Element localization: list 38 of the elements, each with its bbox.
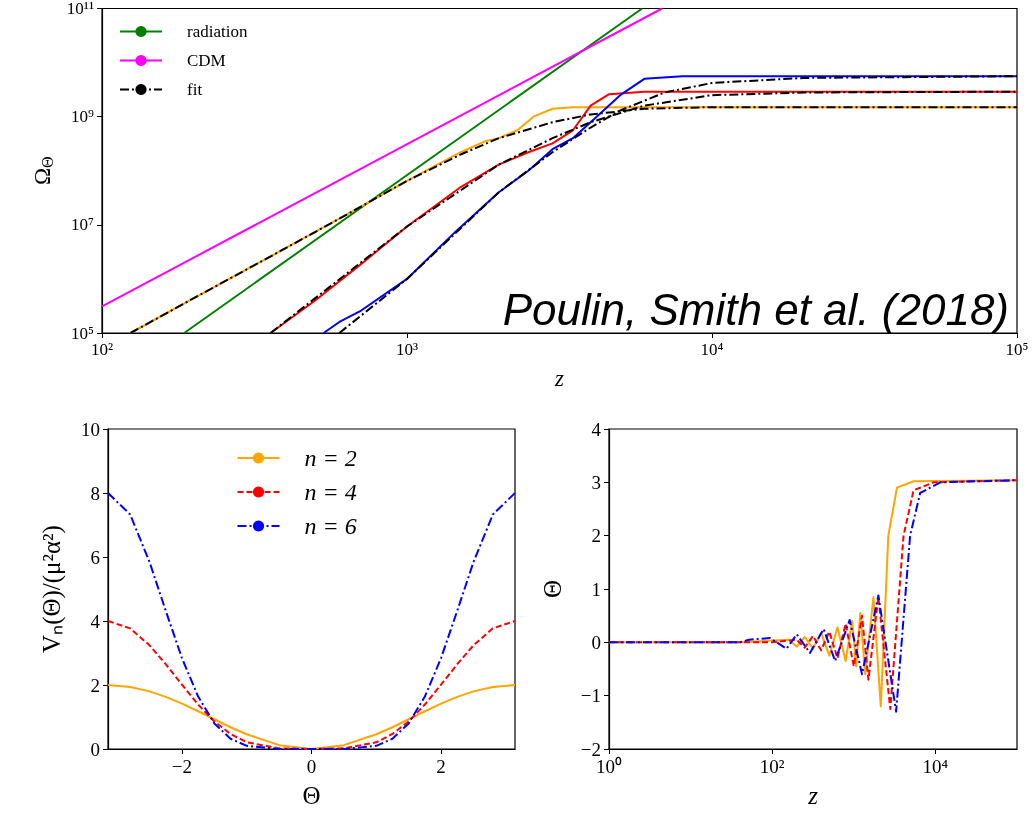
y-tick-label: 4: [591, 418, 602, 440]
y-tick-label: 0: [591, 631, 601, 653]
x-axis-title: z: [554, 366, 565, 391]
y-tick-label: 10¹¹: [66, 0, 94, 18]
y-tick-label: 2: [591, 525, 601, 547]
x-tick-label: 10²: [90, 340, 114, 359]
y-tick-label: 0: [90, 738, 100, 760]
annotation: Poulin, Smith et al. (2018): [502, 284, 1010, 334]
legend-label: fit: [187, 80, 203, 99]
legend-label: n = 2: [304, 445, 357, 471]
x-tick-label: 0: [306, 756, 317, 777]
legend-label: radiation: [187, 22, 248, 41]
y-tick-label: 8: [90, 482, 100, 504]
y-tick-label: −1: [580, 685, 601, 707]
legend-label: CDM: [187, 51, 226, 70]
x-axis-title: z: [807, 782, 819, 809]
y-tick-label: 10⁷: [71, 215, 95, 235]
y-tick-label: 1: [591, 578, 601, 600]
y-tick-label: 10: [81, 418, 100, 440]
y-tick-label: 10⁵: [71, 323, 95, 343]
x-tick-label: 10⁴: [700, 340, 724, 359]
y-axis-title: ΩΘ: [30, 156, 57, 186]
x-tick-label: 10⁴: [922, 756, 949, 777]
x-tick-label: 10³: [395, 340, 419, 359]
y-axis-title: Θ: [539, 579, 566, 599]
x-axis-title: Θ: [302, 782, 321, 809]
y-axis-title: Vₙ(Θ)/(μ²α²): [38, 525, 66, 653]
x-tick-label: 10⁵: [1005, 340, 1029, 359]
y-tick-label: 2: [90, 674, 100, 696]
x-tick-label: −2: [171, 756, 193, 777]
y-tick-label: 4: [90, 610, 101, 632]
y-tick-label: 6: [90, 546, 100, 568]
x-tick-label: 10²: [759, 756, 785, 777]
y-tick-label: 3: [591, 471, 601, 493]
y-tick-label: 10⁹: [71, 107, 95, 127]
legend-label: n = 6: [304, 513, 357, 539]
legend-label: n = 4: [304, 479, 357, 505]
x-tick-label: 2: [436, 756, 446, 777]
